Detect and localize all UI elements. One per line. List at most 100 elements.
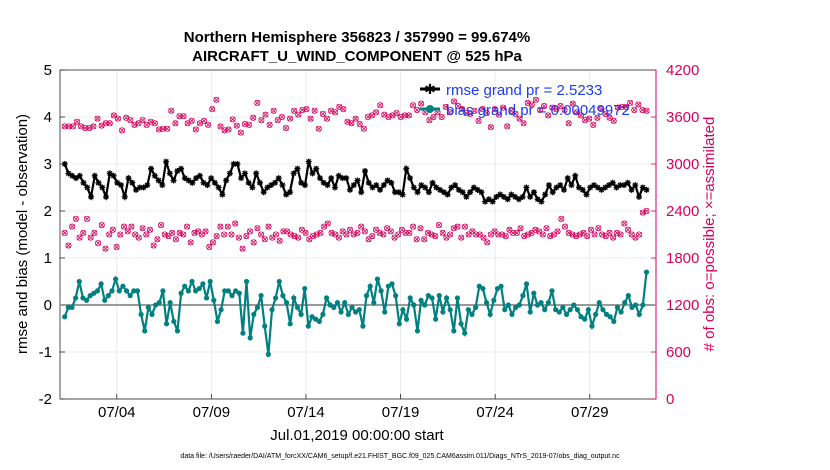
bias-point	[345, 311, 351, 317]
obs-possible-point	[405, 112, 412, 119]
bias-point	[229, 293, 235, 299]
obs-assimilated-point	[247, 228, 253, 235]
rmse-point	[316, 175, 323, 182]
bias-point	[109, 288, 115, 294]
obs-assimilated-point	[213, 233, 220, 239]
obs-possible-point	[532, 96, 539, 103]
obs-assimilated-point	[76, 234, 83, 241]
obs-assimilated-point	[324, 115, 330, 122]
obs-assimilated-point	[287, 115, 293, 122]
bias-point	[334, 300, 341, 306]
obs-possible-point	[454, 223, 461, 230]
obs-possible-point	[554, 228, 561, 235]
obs-possible-point	[625, 226, 632, 233]
obs-assimilated-point	[395, 231, 401, 238]
obs-assimilated-point	[430, 114, 437, 120]
obs-possible-point	[467, 110, 474, 117]
obs-possible-point	[155, 126, 162, 133]
bias-point	[349, 304, 355, 310]
obs-possible-point	[225, 126, 232, 133]
rmse-point	[69, 172, 76, 179]
rmse-point	[249, 184, 256, 191]
obs-assimilated-point	[139, 225, 146, 231]
bias-point	[138, 311, 144, 317]
obs-possible-point	[258, 231, 265, 238]
obs-possible-point	[469, 228, 476, 235]
bias-point	[320, 311, 326, 317]
obs-possible-point	[639, 106, 646, 113]
obs-possible-point	[192, 126, 199, 133]
obs-assimilated-point	[578, 112, 584, 119]
bias-point	[243, 278, 250, 285]
rmse-point	[283, 191, 290, 198]
obs-possible-point	[65, 242, 72, 249]
obs-possible-point	[61, 229, 68, 236]
obs-assimilated-point	[348, 120, 355, 126]
obs-possible-point	[324, 220, 331, 227]
obs-assimilated-point	[635, 101, 642, 108]
rmse-point	[339, 175, 346, 182]
obs-assimilated-point	[471, 108, 478, 114]
obs-possible-point	[623, 103, 630, 110]
obs-possible-point	[102, 245, 109, 252]
obs-possible-point	[83, 215, 90, 222]
bias-point	[389, 281, 395, 287]
rmse-point	[215, 184, 222, 191]
rmse-point	[429, 179, 436, 186]
obs-possible-point	[102, 120, 109, 127]
obs-possible-point	[284, 228, 291, 235]
obs-assimilated-point	[139, 117, 146, 123]
rmse-point	[290, 170, 297, 177]
obs-assimilated-point	[250, 115, 256, 121]
obs-assimilated-point	[347, 227, 353, 233]
obs-assimilated-point	[588, 227, 594, 233]
obs-possible-point	[269, 234, 276, 241]
obs-assimilated-point	[193, 126, 199, 133]
obs-possible-point	[387, 228, 394, 235]
obs-assimilated-point	[558, 216, 564, 222]
bias-point	[571, 302, 577, 308]
y-tick-label-right: 1800	[666, 250, 699, 267]
rmse-point	[628, 186, 635, 193]
obs-assimilated-point	[176, 230, 183, 236]
obs-possible-point	[610, 117, 617, 124]
obs-assimilated-point	[69, 223, 75, 230]
obs-assimilated-point	[362, 228, 368, 235]
obs-possible-point	[232, 220, 239, 227]
obs-possible-point	[209, 106, 216, 113]
obs-assimilated-point	[102, 245, 109, 252]
axis-ticks: 07/04 07/09 07/14 07/19 07/24 07/29 -2 -1 0 1 2 3 4 5…	[39, 62, 700, 421]
obs-possible-point	[164, 125, 171, 132]
obs-assimilated-point	[643, 108, 650, 114]
obs-assimilated-point	[243, 233, 249, 239]
obs-possible-point	[491, 106, 498, 113]
bias-point	[331, 304, 337, 310]
rmse-point	[80, 179, 87, 186]
obs-assimilated-point	[225, 223, 231, 230]
obs-assimilated-point	[479, 106, 486, 112]
obs-assimilated-point	[73, 216, 79, 222]
obs-assimilated-point	[125, 228, 131, 235]
obs-possible-point	[154, 236, 161, 243]
obs-possible-point	[414, 106, 421, 113]
rmse-point	[279, 182, 286, 189]
y-tick-label-left: 0	[44, 297, 52, 314]
obs-assimilated-point	[488, 124, 494, 130]
obs-assimilated-point	[380, 231, 387, 238]
obs-possible-point	[228, 231, 235, 238]
obs-possible-point	[250, 114, 257, 121]
obs-possible-point	[413, 236, 420, 243]
obs-possible-point	[150, 242, 157, 249]
obs-possible-point	[459, 106, 466, 113]
bias-point	[407, 295, 413, 301]
obs-assimilated-point	[525, 231, 531, 238]
obs-assimilated-point	[425, 230, 431, 236]
rmse-point	[178, 165, 185, 172]
rmse-point	[106, 170, 113, 177]
obs-assimilated-point	[602, 111, 609, 117]
obs-possible-point	[146, 226, 153, 233]
bias-point	[411, 302, 417, 308]
obs-possible-point	[557, 103, 564, 110]
obs-assimilated-point	[110, 227, 116, 233]
obs-assimilated-point	[70, 123, 76, 130]
